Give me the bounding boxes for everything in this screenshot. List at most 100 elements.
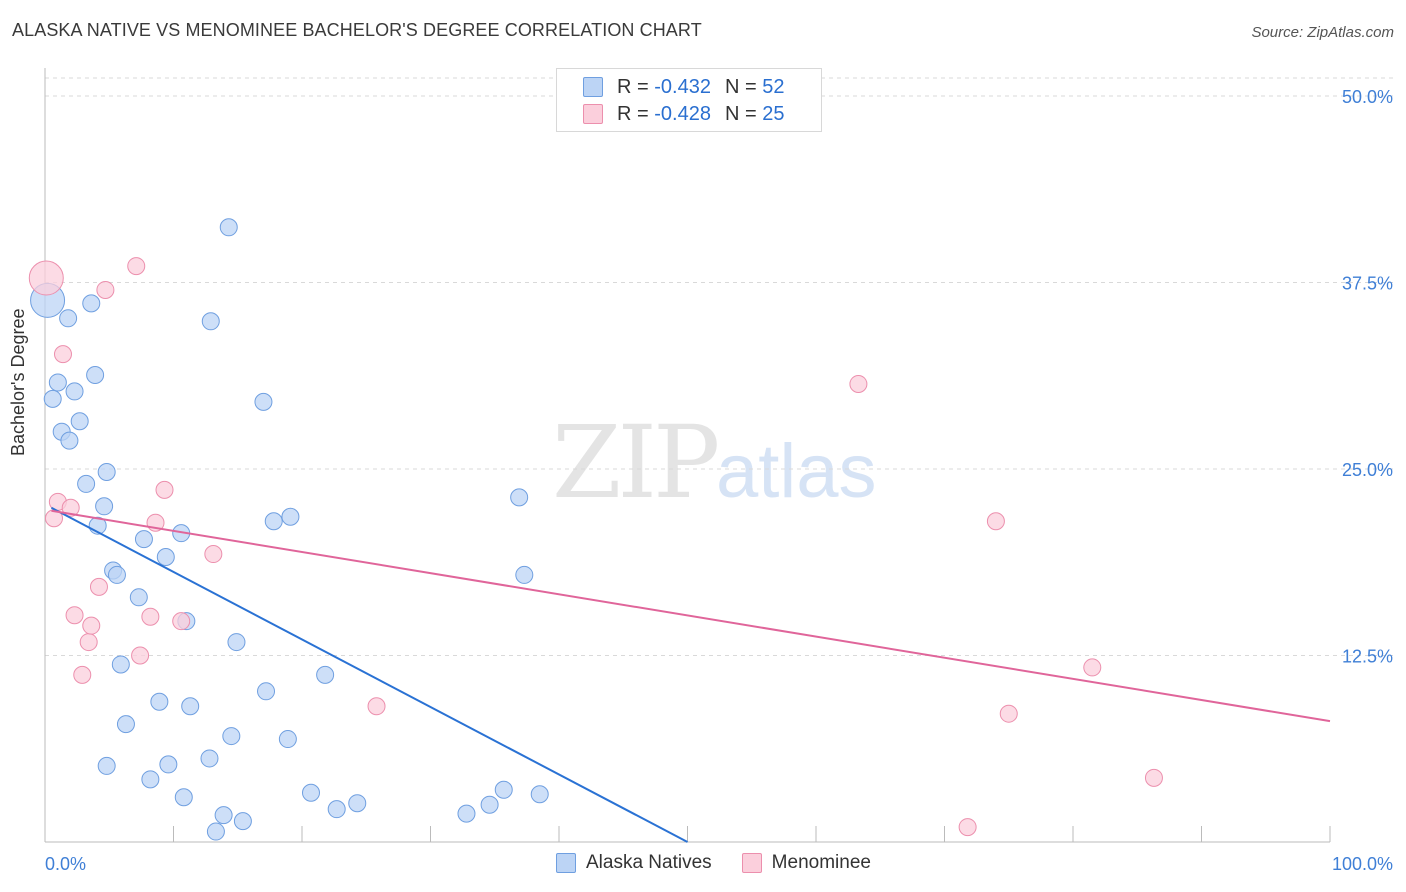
alaska-natives-point <box>70 412 89 431</box>
alaska-natives-point <box>301 783 320 802</box>
alaska-natives-point <box>257 682 276 701</box>
legend-r-value: -0.428 <box>654 102 711 125</box>
menominee-point <box>367 697 386 716</box>
alaska-natives-point <box>95 497 114 516</box>
alaska-natives-point <box>457 804 476 823</box>
alaska-natives-point <box>97 462 116 481</box>
alaska-natives-point <box>65 382 84 401</box>
alaska-natives-point <box>254 392 273 411</box>
alaska-natives-point <box>59 309 78 328</box>
alaska-natives-point <box>278 730 297 749</box>
y-tick-label: 50.0% <box>1342 87 1393 107</box>
series-legend-swatch-blue <box>556 853 576 873</box>
alaska-natives-point <box>233 812 252 831</box>
alaska-natives-point <box>77 474 96 493</box>
series-legend-swatch-pink <box>741 853 762 873</box>
legend-r-label: R = <box>617 75 649 98</box>
alaska-natives-point <box>222 727 241 746</box>
menominee-point <box>127 257 146 276</box>
alaska-natives-point <box>206 822 225 841</box>
series-legend-menominee: Menominee <box>741 852 871 874</box>
menominee-point <box>999 704 1018 723</box>
menominee-point <box>61 498 80 517</box>
y-tick-label: 37.5% <box>1342 274 1393 294</box>
menominee-point <box>73 665 92 684</box>
y-tick-label: 25.0% <box>1342 460 1393 480</box>
alaska-natives-point <box>281 507 300 526</box>
menominee-point <box>79 633 98 652</box>
alaska-natives-point <box>227 633 246 652</box>
menominee-point <box>141 607 160 626</box>
alaska-natives-point <box>86 366 105 385</box>
menominee-point <box>172 612 191 631</box>
alaska-natives-point <box>214 806 233 825</box>
alaska-natives-point <box>174 788 193 807</box>
alaska-natives-point <box>159 755 178 774</box>
menominee-point <box>204 545 223 564</box>
alaska-natives-point <box>134 530 153 549</box>
alaska-natives-point <box>316 665 335 684</box>
alaska-natives-point <box>510 488 529 507</box>
source-credit: Source: ZipAtlas.com <box>1251 24 1394 41</box>
alaska-natives-point <box>116 715 135 734</box>
series-legend-label: Menominee <box>771 852 871 873</box>
alaska-natives-point <box>107 565 126 584</box>
alaska-natives-point <box>515 565 534 584</box>
y-axis-label: Bachelor's Degree <box>8 308 28 456</box>
legend: R = -0.432 N = 52 R = -0.428 N = 25 <box>556 68 822 132</box>
x-tick-label: 100.0% <box>1332 854 1393 874</box>
x-tick-label: 0.0% <box>45 854 86 874</box>
alaska-natives-point <box>156 548 175 567</box>
menominee-point <box>65 606 84 625</box>
series-legend-alaska-natives: Alaska Natives <box>556 852 712 874</box>
menominee-point <box>986 512 1005 531</box>
alaska-natives-point <box>97 756 116 775</box>
legend-n-value: 52 <box>762 75 785 98</box>
alaska-natives-point <box>111 655 130 674</box>
alaska-natives-point <box>219 218 238 237</box>
alaska-natives-point <box>43 389 62 408</box>
legend-n-label: N = <box>724 75 757 98</box>
legend-n-label: N = <box>724 102 757 125</box>
alaska-natives-point <box>48 373 67 392</box>
menominee-trendline <box>51 509 1331 723</box>
series-legend-label: Alaska Natives <box>586 852 712 873</box>
alaska-natives-trendline <box>50 506 688 843</box>
menominee-point <box>28 260 64 296</box>
alaska-natives-point <box>494 780 513 799</box>
alaska-natives-point <box>181 697 200 716</box>
menominee-point <box>155 480 174 499</box>
alaska-natives-point <box>82 294 101 313</box>
alaska-natives-point <box>200 749 219 768</box>
watermark-atlas: atlas <box>716 429 877 514</box>
legend-r-label: R = <box>617 102 649 125</box>
legend-row-menominee: R = -0.428 N = 25 <box>557 101 784 127</box>
menominee-point <box>82 616 101 635</box>
menominee-point <box>849 374 868 393</box>
menominee-point <box>96 280 115 299</box>
legend-row-alaska-natives: R = -0.432 N = 52 <box>557 74 784 100</box>
alaska-natives-point <box>530 785 549 804</box>
series-legend: Alaska Natives Menominee <box>556 852 901 874</box>
y-tick-label: 12.5% <box>1342 647 1393 667</box>
legend-r-value: -0.432 <box>654 75 711 98</box>
alaska-natives-point <box>348 794 367 813</box>
chart-title: ALASKA NATIVE VS MENOMINEE BACHELOR'S DE… <box>12 20 702 40</box>
alaska-natives-point <box>264 512 283 531</box>
menominee-point <box>958 818 977 837</box>
alaska-natives-point <box>480 795 499 814</box>
menominee-point <box>1144 768 1163 787</box>
legend-swatch-blue <box>583 77 603 97</box>
alaska-natives-point <box>129 588 148 607</box>
menominee-point <box>131 646 150 665</box>
legend-n-value: 25 <box>762 102 785 125</box>
alaska-natives-point <box>150 692 169 711</box>
alaska-natives-point <box>201 312 220 331</box>
alaska-natives-point <box>141 770 160 789</box>
menominee-point <box>53 345 72 364</box>
menominee-point <box>89 577 108 596</box>
alaska-natives-point <box>60 431 79 450</box>
alaska-natives-point <box>327 800 346 819</box>
watermark-zip: ZIP <box>552 404 720 521</box>
